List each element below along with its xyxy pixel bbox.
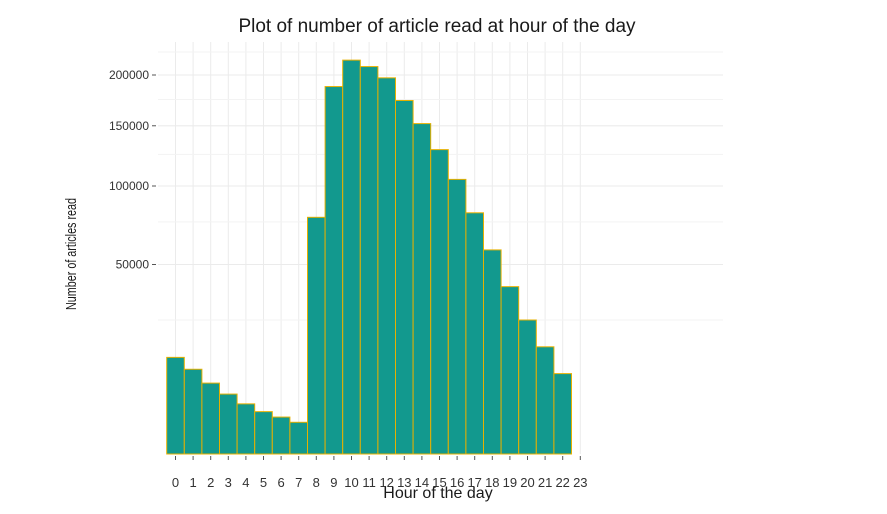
x-tick-label: 23	[573, 475, 587, 490]
bar-hour-1	[183, 368, 203, 455]
x-tick-label: 12	[379, 475, 393, 490]
bar-hour-2	[201, 382, 220, 455]
x-tick-label: 11	[362, 475, 376, 490]
bar-hour-15	[430, 149, 449, 455]
x-tick-label: 1	[189, 475, 196, 490]
x-tick-label: 2	[207, 475, 214, 490]
x-tick-label: 6	[277, 475, 284, 490]
bar-hour-9	[324, 86, 344, 455]
bar-hour-16	[447, 178, 467, 455]
x-axis-title: Hour of the day	[383, 485, 492, 502]
bar-hour-10	[342, 59, 361, 455]
x-tick-labels: 0 1 2 3 4 5 6 7 8 9 10 11 12 13 14 15 16 17 18 19 20 21 22 23	[172, 456, 588, 490]
bar-hour-13	[395, 99, 414, 455]
y-tick-label: 50000	[116, 258, 150, 272]
bar-hour-4	[236, 403, 256, 455]
bar-hour-11	[359, 66, 379, 455]
bar-hour-8	[307, 216, 326, 455]
bar-hour-17	[465, 212, 484, 455]
bar-hour-18	[483, 249, 502, 455]
x-tick-label: 15	[432, 475, 446, 490]
bar-hour-14	[412, 123, 432, 455]
bar-hour-19	[500, 286, 520, 455]
bar-hour-20	[518, 319, 537, 455]
bar-hour-6	[271, 416, 291, 455]
bar-hour-3	[219, 393, 238, 455]
bar-hour-21	[535, 346, 555, 455]
x-tick-label: 20	[520, 475, 534, 490]
x-tick-label: 14	[415, 475, 429, 490]
x-tick-label: 13	[397, 475, 411, 490]
bar-hour-5	[254, 411, 273, 455]
x-tick-label: 9	[330, 475, 337, 490]
x-tick-label: 10	[344, 475, 358, 490]
x-tick-label: 17	[467, 475, 481, 490]
x-tick-label: 7	[295, 475, 302, 490]
bar-hour-22	[553, 373, 573, 455]
x-tick-label: 19	[503, 475, 517, 490]
bar-hour-12	[377, 77, 396, 455]
x-tick-label: 5	[260, 475, 267, 490]
bars	[166, 59, 573, 455]
bar-hour-0	[166, 356, 185, 455]
y-tick-label: 100000	[109, 179, 149, 193]
bar-hour-7	[289, 421, 308, 455]
y-axis-title: Number of articles read	[62, 198, 79, 310]
x-tick-label: 22	[555, 475, 569, 490]
x-tick-label: 16	[450, 475, 464, 490]
y-tick-label: 200000	[109, 68, 149, 82]
x-tick-label: 0	[172, 475, 179, 490]
x-tick-label: 18	[485, 475, 499, 490]
chart-title: Plot of number of article read at hour o…	[238, 16, 636, 37]
x-tick-label: 4	[242, 475, 249, 490]
x-tick-label: 21	[538, 475, 552, 490]
x-tick-label: 8	[313, 475, 320, 490]
y-tick-label: 150000	[109, 119, 149, 133]
y-tick-labels: 50000 100000 150000 200000	[109, 68, 156, 272]
x-tick-label: 3	[225, 475, 232, 490]
